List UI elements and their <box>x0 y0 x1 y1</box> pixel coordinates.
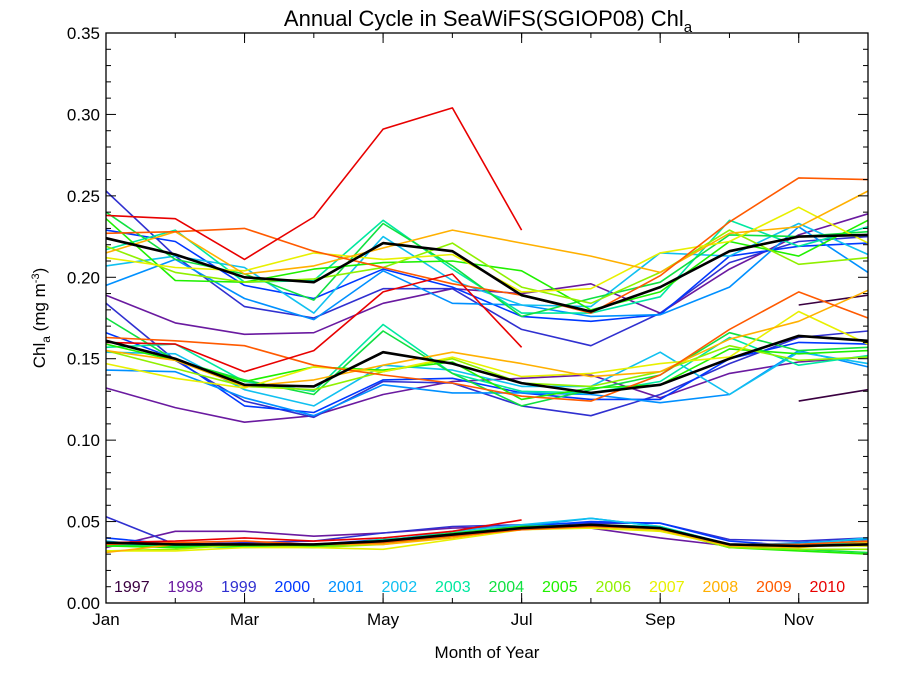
y-tick-label: 0.20 <box>67 268 100 287</box>
series-line-2009-middle <box>105 291 869 402</box>
series-line-2000-upper <box>105 229 869 323</box>
series-line-1999-middle <box>105 302 869 419</box>
y-tick-label: 0.25 <box>67 187 100 206</box>
y-tick-label: 0.05 <box>67 513 100 532</box>
series-line-1999-upper <box>105 190 869 347</box>
legend-entry-2003: 2003 <box>435 579 471 596</box>
chart-title-subscript: a <box>684 19 693 36</box>
chart-title: Annual Cycle in SeaWiFS(SGIOP08) Chla <box>284 6 693 36</box>
x-tick-label: Sep <box>645 610 675 629</box>
legend-entry-1998: 1998 <box>168 579 204 596</box>
series-line-mean-lower <box>105 523 869 548</box>
x-axis: Jan Mar May Jul Sep Nov <box>92 33 869 629</box>
legend-entry-2004: 2004 <box>489 579 525 596</box>
y-axis-label: Chla (mg m-3) <box>30 268 53 369</box>
legend-entry-2009: 2009 <box>756 579 792 596</box>
series-line-2008-upper <box>105 190 869 275</box>
x-tick-label: Jan <box>92 610 119 629</box>
y-tick-label: 0.30 <box>67 105 100 124</box>
series-line-2002-upper <box>105 222 869 314</box>
series-line-2007-middle <box>105 310 869 389</box>
series-line-2010-middle <box>105 273 523 373</box>
legend-entry-2000: 2000 <box>275 579 311 596</box>
x-axis-label: Month of Year <box>435 643 540 662</box>
series-line-2010-upper <box>105 107 523 261</box>
series-line-2001-upper <box>105 226 869 321</box>
series-line-2002-middle <box>105 351 869 407</box>
legend-entry-2008: 2008 <box>703 579 739 596</box>
plot-lines <box>105 107 869 555</box>
series-line-2008-middle <box>105 289 869 388</box>
series-line-mean-upper <box>105 233 869 313</box>
legend-entry-1997: 1997 <box>114 579 150 596</box>
x-tick-label: Mar <box>230 610 260 629</box>
series-line-2009-upper <box>105 177 869 314</box>
legend-entry-2002: 2002 <box>382 579 418 596</box>
x-tick-label: Jul <box>511 610 533 629</box>
legend-entry-2007: 2007 <box>649 579 685 596</box>
x-tick-label: Nov <box>784 610 815 629</box>
legend-entry-2005: 2005 <box>542 579 578 596</box>
y-tick-label: 0.35 <box>67 24 100 43</box>
series-line-2006-middle <box>105 344 869 391</box>
x-tick-label: May <box>367 610 400 629</box>
y-tick-label: 0.15 <box>67 350 100 369</box>
series-line-1997-upper <box>798 294 869 306</box>
y-tick-label: 0.10 <box>67 431 100 450</box>
legend-entry-1999: 1999 <box>221 579 257 596</box>
series-line-mean-middle <box>105 334 869 395</box>
series-line-1997-middle <box>798 388 869 402</box>
legend: 1997 1998 1999 2000 2001 2002 2003 2004 2005 2006… <box>114 579 845 596</box>
plot-frame <box>105 32 869 604</box>
series-line-2003-middle <box>105 323 869 394</box>
legend-entry-2010: 2010 <box>810 579 846 596</box>
series-line-2010-lower <box>105 519 522 544</box>
y-axis: 0.00 0.05 0.10 0.15 0.20 0.25 0.30 0.35 <box>67 24 868 613</box>
legend-entry-2006: 2006 <box>596 579 632 596</box>
legend-entry-2001: 2001 <box>328 579 364 596</box>
y-tick-label: 0.00 <box>67 594 100 613</box>
